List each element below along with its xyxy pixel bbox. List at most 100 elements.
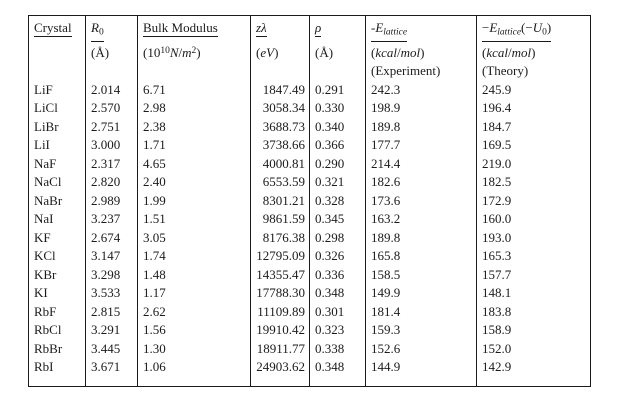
header-r0-line2: (Å)	[85, 41, 138, 62]
table-row: NaCl 2.820 2.40 6553.59 0.321 182.6 182.5	[29, 173, 591, 192]
table-row: RbF 2.815 2.62 11109.89 0.301 181.4 183.8	[29, 302, 591, 321]
cell-bulk-modulus: 1.56	[137, 321, 251, 340]
cell-e-lattice-theory: 148.1	[476, 284, 591, 303]
header-text-segment: (	[256, 44, 261, 60]
cell-e-lattice-theory: 157.7	[476, 265, 591, 284]
header-text-segment: )	[531, 44, 536, 60]
header-text-segment: (−	[521, 20, 533, 35]
cell-rho: 0.345	[309, 210, 366, 229]
cell-r0: 3.671	[85, 358, 138, 386]
table-row: RbI 3.671 1.06 24903.62 0.348 144.9 142.9	[29, 358, 591, 386]
header-rho-line3	[309, 62, 366, 81]
cell-r0: 3.298	[85, 265, 138, 284]
header-text-segment: 2	[191, 45, 197, 56]
cell-r0: 3.291	[85, 321, 138, 340]
cell-z-lambda-value: 19910.42	[256, 322, 305, 337]
cell-r0: 2.815	[85, 302, 138, 321]
header-text-segment: U	[532, 20, 543, 35]
cell-z-lambda-value: 14355.47	[256, 266, 305, 282]
header-text-segment: (	[482, 44, 487, 60]
table-body: LiF 2.014 6.71 1847.49 0.291 242.3 245.9 LiCl 2.…	[29, 80, 591, 386]
header-crystal-line1: Crystal	[29, 16, 86, 42]
header-text-segment: Bulk Modulus	[143, 20, 218, 35]
header-z-lambda-line3	[250, 62, 310, 81]
cell-e-lattice-experiment: 198.9	[365, 99, 477, 118]
table-header: Crystal R0 Bulk Modulus zλ ρ -Elattice −Elatti…	[29, 15, 591, 81]
cell-z-lambda-value: 4000.81	[262, 155, 305, 171]
header-text-segment: (Å)	[91, 44, 110, 60]
header-underline: −Elattice(−U0)	[482, 20, 552, 42]
header-text-segment: kcal	[375, 44, 397, 60]
header-text-segment: )	[274, 44, 279, 60]
header-row-3: (Experiment) (Theory)	[29, 62, 591, 81]
cell-crystal: KI	[34, 285, 48, 300]
cell-z-lambda-value: 3688.73	[262, 118, 305, 134]
header-text-segment: mol	[511, 44, 532, 60]
header-rho-line1: ρ	[309, 15, 366, 42]
cell-crystal: NaBr	[34, 192, 63, 208]
cell-rho: 0.348	[309, 284, 366, 303]
cell-rho: 0.323	[309, 321, 366, 340]
header-bulk-modulus-line3	[137, 62, 251, 81]
cell-bulk-modulus: 1.71	[137, 136, 251, 155]
cell-rho: 0.291	[309, 80, 366, 99]
cell-r0: 2.751	[85, 117, 138, 136]
cell-e-lattice-experiment: 152.6	[365, 339, 477, 358]
header-underline: -Elattice	[371, 20, 408, 42]
header-crystal-line2	[29, 42, 86, 63]
cell-rho: 0.338	[309, 339, 366, 358]
header-row-2: (Å) (1010N/m2) (eV) (Å) (kcal/mol) (kcal/mol)	[29, 41, 591, 63]
table-row: RbBr 3.445 1.30 18911.77 0.338 152.6 152.0	[29, 339, 591, 358]
cell-bulk-modulus: 1.48	[137, 265, 251, 284]
cell-bulk-modulus: 1.06	[137, 358, 251, 386]
cell-rho: 0.336	[309, 265, 366, 284]
cell-rho: 0.326	[309, 247, 366, 266]
cell-crystal: LiF	[34, 81, 53, 97]
header-rho-line2: (Å)	[309, 41, 366, 62]
cell-r0: 3.533	[85, 284, 138, 303]
cell-e-lattice-theory: 193.0	[476, 228, 591, 247]
cell-e-lattice-experiment: 144.9	[365, 358, 477, 386]
table-row: KBr 3.298 1.48 14355.47 0.336 158.5 157.7	[29, 265, 591, 284]
header-text-segment: /	[178, 44, 183, 60]
cell-crystal: NaCl	[34, 174, 62, 189]
header-r0-line3	[85, 62, 138, 81]
cell-z-lambda: 1847.49	[250, 80, 310, 99]
cell-crystal: KBr	[34, 266, 57, 282]
cell-r0: 2.820	[85, 173, 138, 192]
cell-bulk-modulus: 2.62	[137, 302, 251, 321]
cell-e-lattice-experiment: 189.8	[365, 117, 477, 136]
cell-rho: 0.328	[309, 191, 366, 210]
cell-r0: 2.317	[85, 154, 138, 173]
header-text-segment: E	[375, 20, 384, 35]
header-text-segment: E	[489, 20, 498, 35]
cell-e-lattice-theory: 160.0	[476, 210, 591, 229]
cell-z-lambda: 19910.42	[250, 321, 310, 340]
cell-bulk-modulus: 1.74	[137, 247, 251, 266]
cell-r0: 3.445	[85, 339, 138, 358]
table-row: LiBr 2.751 2.38 3688.73 0.340 189.8 184.7	[29, 117, 591, 136]
cell-bulk-modulus: 3.05	[137, 228, 251, 247]
cell-z-lambda: 14355.47	[250, 265, 310, 284]
header-text-segment: (Experiment)	[371, 63, 441, 78]
cell-r0: 2.570	[85, 99, 138, 118]
cell-z-lambda: 9861.59	[250, 210, 310, 229]
cell-z-lambda-value: 12795.09	[256, 248, 305, 263]
cell-rho: 0.321	[309, 173, 366, 192]
cell-e-lattice-theory: 183.8	[476, 302, 591, 321]
header-underline: Bulk Modulus	[143, 21, 218, 37]
header-e-lattice-theory-line3: (Theory)	[476, 62, 591, 81]
header-text-segment: lattice	[497, 27, 522, 38]
cell-z-lambda-value: 1847.49	[262, 81, 305, 97]
cell-rho: 0.340	[309, 117, 366, 136]
header-underline: Crystal	[34, 21, 72, 37]
cell-e-lattice-theory: 196.4	[476, 99, 591, 118]
cell-r0: 3.147	[85, 247, 138, 266]
cell-rho: 0.301	[309, 302, 366, 321]
table-row: LiI 3.000 1.71 3738.66 0.366 177.7 169.5	[29, 136, 591, 155]
header-e-lattice-theory-line1: −Elattice(−U0)	[476, 15, 591, 42]
cell-r0: 3.237	[85, 210, 138, 229]
cell-z-lambda: 18911.77	[250, 339, 310, 358]
cell-z-lambda: 11109.89	[250, 302, 310, 321]
cell-e-lattice-experiment: 158.5	[365, 265, 477, 284]
